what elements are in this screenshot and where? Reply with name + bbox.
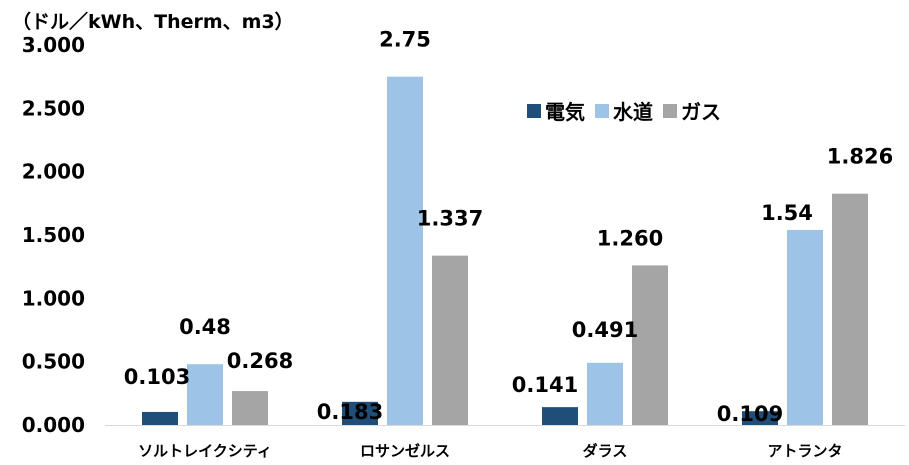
legend-label: ガス: [681, 100, 721, 124]
data-label: 1.826: [827, 145, 893, 169]
data-label: 0.268: [227, 349, 293, 373]
data-label: 0.141: [512, 373, 578, 397]
bar: [832, 193, 868, 425]
legend: 電気 水道 ガス: [527, 100, 721, 124]
data-label: 0.183: [317, 400, 383, 424]
data-label: 0.103: [124, 365, 190, 389]
data-label: 1.54: [761, 201, 813, 225]
y-tick-label: 2.500: [22, 96, 85, 120]
bar: [632, 265, 668, 425]
data-label: 2.75: [379, 28, 431, 52]
data-label: 0.491: [572, 318, 638, 342]
y-tick-label: 2.000: [22, 160, 85, 184]
data-label: 0.48: [179, 315, 231, 339]
y-tick-label: 1.000: [22, 286, 85, 310]
category-label: アトランタ: [767, 442, 842, 460]
legend-label: 電気: [545, 100, 585, 124]
unit-label: （ドル／kWh、Therm、m3）: [12, 10, 294, 33]
category-label: ソルトレイクシティ: [138, 442, 272, 460]
y-tick-label: 3.000: [22, 33, 85, 57]
bar: [342, 401, 378, 425]
data-label: 1.337: [417, 207, 483, 231]
y-tick-label: 1.500: [22, 223, 85, 247]
data-label: 1.260: [597, 226, 663, 250]
bars: [142, 76, 868, 426]
y-tick-label: 0.500: [22, 350, 85, 374]
data-labels: 0.103 0.48 0.268 0.183 2.75 1.337 0.141 0.491 1.…: [124, 28, 893, 427]
bar: [542, 407, 578, 425]
legend-swatch: [595, 104, 609, 118]
legend-swatch: [663, 104, 677, 118]
bar: [232, 391, 268, 425]
y-axis: 0.000 0.500 1.000 1.500 2.000 2.500 3.000: [22, 33, 85, 437]
category-label: ロサンゼルス: [360, 442, 450, 460]
bar: [387, 76, 423, 426]
bar: [742, 411, 778, 425]
category-label: ダラス: [583, 442, 628, 460]
bar: [787, 229, 823, 425]
data-label: 0.109: [717, 402, 783, 426]
bar: [587, 362, 623, 425]
bar: [432, 255, 468, 425]
bar: [142, 411, 178, 425]
x-axis: ソルトレイクシティ ロサンゼルス ダラス アトランタ: [138, 442, 842, 460]
bar: [187, 364, 223, 425]
legend-swatch: [527, 104, 541, 118]
y-tick-label: 0.000: [22, 413, 85, 437]
legend-label: 水道: [613, 100, 653, 124]
